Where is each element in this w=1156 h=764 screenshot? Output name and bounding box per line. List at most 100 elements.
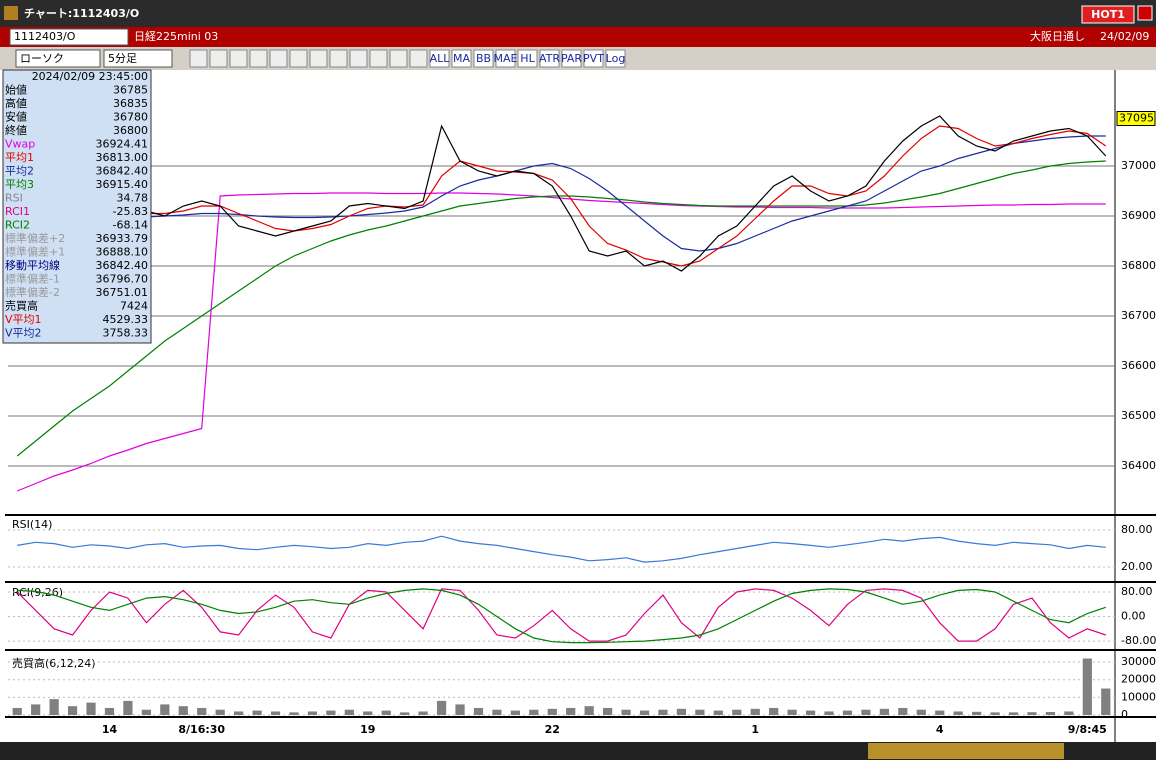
interval-select[interactable] (103, 49, 173, 68)
y-tick-label: 80.00 (1121, 523, 1153, 536)
info-label: 標準偏差-2 (5, 285, 60, 299)
x-tick-label: 22 (545, 723, 560, 736)
window-title: チャート:1112403/O (24, 7, 139, 20)
panel-title: RCI(9,26) (12, 586, 63, 599)
tool-button-label[interactable]: ALL (430, 52, 451, 65)
tool-icon[interactable] (189, 49, 208, 68)
tool-icon[interactable] (329, 49, 348, 68)
volume-bar (141, 709, 151, 715)
symbol-input[interactable] (9, 28, 129, 46)
y-tick-label: 37000 (1121, 159, 1156, 172)
info-value: 34.78 (117, 192, 149, 205)
tool-icon[interactable] (289, 49, 308, 68)
y-tick-label: 80.00 (1121, 585, 1153, 598)
tool-button-label[interactable]: PAR (561, 52, 582, 65)
volume-bar (547, 708, 557, 715)
series-line (17, 588, 1106, 644)
volume-bar (215, 709, 225, 715)
tool-button[interactable] (473, 49, 494, 68)
volume-bar (123, 700, 133, 715)
tool-button-label[interactable]: MA (453, 52, 470, 65)
tool-button-label[interactable]: Log (606, 52, 626, 65)
volume-bar (750, 708, 760, 715)
tool-icon[interactable] (349, 49, 368, 68)
x-tick-label: 9/8:45 (1068, 723, 1107, 736)
volume-bar (842, 710, 853, 715)
series-line (17, 135, 1106, 252)
volume-bar (436, 700, 447, 715)
series-line (17, 535, 1106, 563)
volume-bar (769, 707, 779, 715)
volume-bar (805, 710, 816, 715)
x-tick-label: 1 (751, 723, 759, 736)
tool-button-label[interactable]: HL (520, 52, 535, 65)
volume-bar (658, 709, 668, 715)
info-label: 安値 (5, 110, 27, 124)
session: 大阪日通し (1030, 29, 1085, 43)
volume-bar (307, 711, 318, 715)
info-label: 始値 (5, 83, 27, 97)
last-price-box (1116, 111, 1156, 126)
y-tick-label: 36600 (1121, 359, 1156, 372)
tool-button[interactable] (539, 49, 560, 68)
tool-button[interactable] (561, 49, 582, 68)
panel-title: RSI(14) (12, 518, 52, 531)
info-value: 3758.33 (103, 327, 149, 340)
volume-bar (935, 710, 945, 715)
tool-button[interactable] (517, 49, 538, 68)
volume-bar (1045, 712, 1056, 715)
tool-icon[interactable] (249, 49, 268, 68)
tool-icon[interactable] (409, 49, 428, 68)
hot-button[interactable] (1081, 5, 1135, 24)
series-line (16, 192, 1106, 492)
tool-icon[interactable] (209, 49, 228, 68)
y-tick-label: 20.00 (1121, 560, 1153, 573)
volume-bar (566, 707, 576, 715)
info-value: 36751.01 (96, 286, 149, 299)
volume-bar (824, 711, 834, 715)
volume-bar (270, 711, 281, 715)
tool-button-label[interactable]: ATR (539, 52, 560, 65)
hot-label[interactable]: HOT1 (1091, 8, 1125, 21)
symbol-bar (0, 27, 1156, 47)
tool-button[interactable] (605, 49, 626, 68)
volume-bar (326, 710, 336, 715)
info-value: 36842.40 (96, 165, 149, 178)
info-value: 36842.40 (96, 259, 149, 272)
volume-bar (344, 709, 354, 715)
volume-bar (732, 709, 742, 715)
volume-bar (1064, 711, 1074, 715)
volume-bar (31, 704, 41, 715)
series-line (16, 115, 1107, 272)
tool-icon[interactable] (269, 49, 288, 68)
info-label: 終値 (5, 123, 27, 137)
tool-button[interactable] (429, 49, 450, 68)
scrollbar[interactable] (0, 742, 1156, 760)
tool-button-label[interactable]: PVT (583, 52, 604, 65)
volume-bar (529, 709, 539, 715)
chart-type-select[interactable] (15, 49, 101, 68)
symbol: 1112403/O (14, 30, 76, 43)
tool-icon[interactable] (389, 49, 408, 68)
tool-button-label[interactable]: BB (476, 52, 491, 65)
x-tick-label: 14 (102, 723, 118, 736)
info-label: 高値 (5, 96, 27, 110)
volume-bar (67, 706, 78, 715)
y-tick-label: 36800 (1121, 259, 1156, 272)
tool-button[interactable] (583, 49, 604, 68)
tool-button[interactable] (451, 49, 472, 68)
info-label: V平均2 (5, 327, 42, 340)
volume-bar (363, 711, 373, 715)
tool-button[interactable] (495, 49, 516, 68)
y-tick-label: 10000 (1121, 690, 1156, 703)
chart-type: ローソク (20, 52, 64, 65)
volume-bar (104, 707, 115, 715)
scroll-thumb[interactable] (868, 743, 1064, 759)
tool-icon[interactable] (369, 49, 388, 68)
close-button[interactable] (1137, 5, 1153, 21)
volume-bar (160, 704, 170, 715)
tool-button-label[interactable]: MAE (494, 52, 518, 65)
tool-icon[interactable] (309, 49, 328, 68)
info-value: 36933.79 (96, 232, 149, 245)
tool-icon[interactable] (229, 49, 248, 68)
